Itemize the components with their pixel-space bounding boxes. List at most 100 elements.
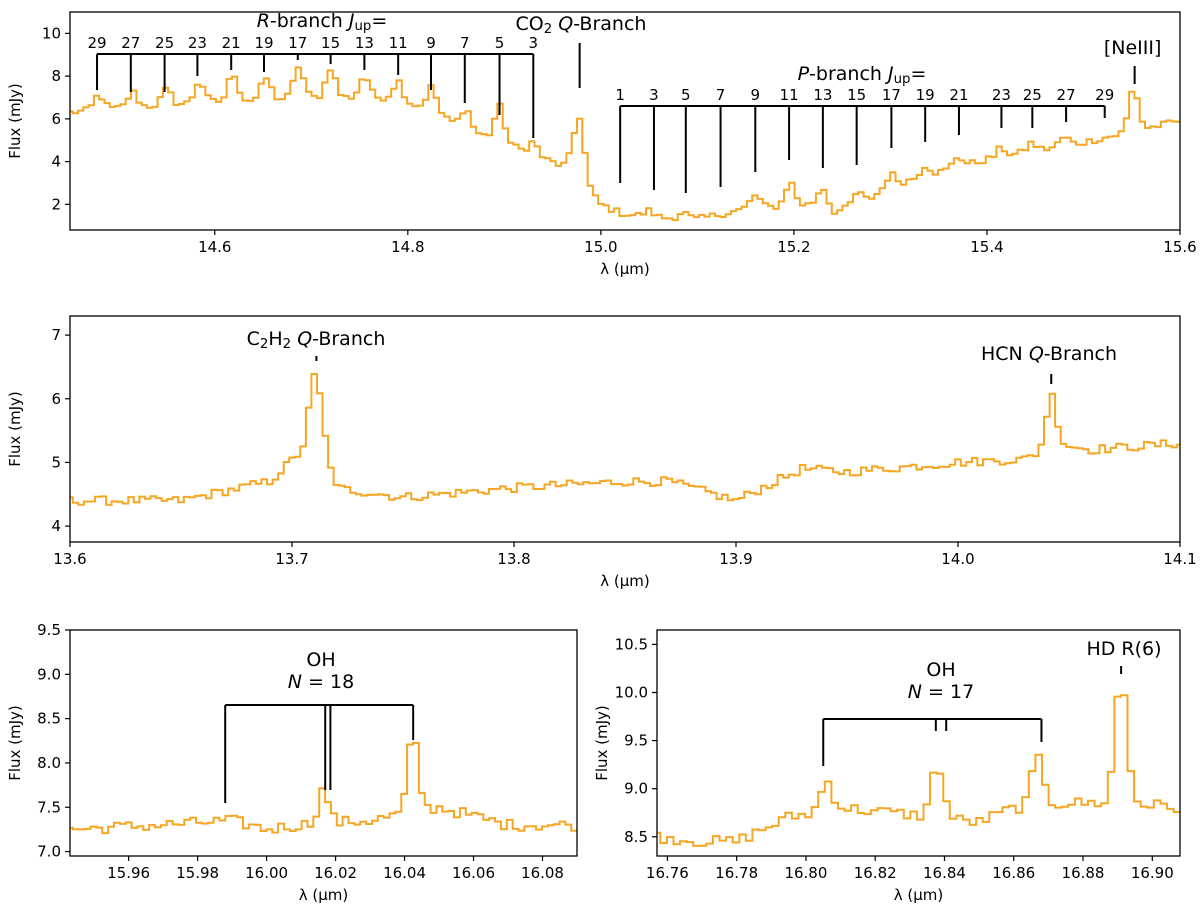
y-tick-label: 9.0 — [37, 665, 61, 683]
p-branch-j-label: 5 — [681, 86, 691, 104]
y-axis-label: Flux (mJy) — [6, 705, 24, 781]
y-tick-label: 5 — [51, 453, 61, 471]
y-axis-label: Flux (mJy) — [6, 391, 24, 467]
x-tick-label: 14.0 — [941, 550, 974, 568]
x-tick-label: 14.1 — [1163, 550, 1196, 568]
x-tick-label: 16.04 — [383, 864, 426, 882]
p-branch-title-part: = — [910, 63, 926, 85]
plot-frame — [69, 629, 578, 857]
x-tick-label: 13.9 — [719, 550, 752, 568]
x-tick-label: 16.82 — [854, 864, 897, 882]
y-tick-label: 7 — [51, 326, 61, 344]
r-branch-j-label: 23 — [188, 34, 207, 52]
oh-n-label-part: N — [288, 671, 302, 693]
x-axis-label: λ (μm) — [894, 886, 944, 904]
r-branch-title-part: -branch — [270, 10, 349, 32]
c2h2-q-branch-label: C2H2 Q-Branch — [247, 328, 386, 352]
c2h2-q-branch-label-part: C — [247, 328, 260, 350]
p-branch-title: P-branch Jup= — [798, 63, 927, 87]
r-branch-j-label: 9 — [426, 34, 436, 52]
co2-q-branch-label: CO2 Q-Branch — [516, 13, 647, 37]
y-tick-label: 8.0 — [37, 754, 61, 772]
p-branch-j-label: 19 — [916, 86, 935, 104]
y-tick-label: 9.0 — [624, 780, 648, 798]
oh-n-label: N = 18 — [288, 671, 354, 693]
x-tick-label: 15.96 — [107, 864, 150, 882]
y-tick-label: 2 — [51, 195, 61, 213]
r-branch-title: R-branch Jup= — [257, 10, 388, 34]
panel-middle: 13.6 13.7 13.8 13.9 14.0 14.1 4 5 6 7 λ (μm) Flux (… — [6, 315, 1197, 590]
y-axis-label: Flux (mJy) — [6, 83, 24, 159]
panel-bottom-left: 15.96 15.98 16.00 16.02 16.04 16.06 16.08 7.0 7.… — [6, 621, 578, 904]
x-tick-label: 16.90 — [1131, 864, 1174, 882]
p-branch-j-label: 7 — [716, 86, 726, 104]
x-tick-label: 15.2 — [777, 238, 810, 256]
y-tick-label: 7.5 — [37, 798, 61, 816]
c2h2-q-branch-label-part: -Branch — [312, 328, 385, 350]
r-branch-j-label: 7 — [460, 34, 470, 52]
y-tick-label: 10.0 — [615, 684, 648, 702]
r-branch-j-label: 17 — [288, 34, 307, 52]
c2h2-q-branch-label-part: H — [268, 328, 282, 350]
c2h2-q-branch-label-part: Q — [297, 328, 312, 350]
oh-n-label-part: = 18 — [302, 671, 354, 693]
x-tick-label: 13.8 — [497, 550, 530, 568]
x-tick-label: 16.84 — [923, 864, 966, 882]
oh-label: OH — [926, 659, 955, 681]
y-axis-label: Flux (mJy) — [593, 705, 611, 781]
p-branch-j-label: 25 — [1023, 86, 1042, 104]
r-branch-title-part: up — [354, 19, 371, 34]
r-branch-j-label: 3 — [529, 34, 539, 52]
panel-top: 14.6 14.8 15.0 15.2 15.4 15.6 2 4 6 8 10 λ (μm) Flux… — [6, 10, 1197, 278]
r-branch-j-label: 15 — [321, 34, 340, 52]
c2h2-q-branch-label-part: 2 — [260, 337, 268, 352]
p-branch-j-label: 23 — [992, 86, 1011, 104]
neiii-label: [NeIII] — [1104, 37, 1162, 59]
x-tick-label: 13.6 — [53, 550, 86, 568]
plot-frame — [69, 11, 1181, 231]
hcn-q-branch-label-part: Q — [1029, 343, 1044, 365]
r-branch-j-label: 11 — [389, 34, 408, 52]
x-tick-label: 15.4 — [970, 238, 1003, 256]
y-tick-label: 6 — [51, 110, 61, 128]
hcn-q-branch-label: HCN Q-Branch — [981, 343, 1117, 365]
p-branch-j-label: 1 — [615, 86, 625, 104]
hcn-q-branch-label-part: -Branch — [1044, 343, 1117, 365]
hcn-q-branch-label-part: HCN — [981, 343, 1029, 365]
y-tick-label: 8.5 — [624, 828, 648, 846]
x-tick-label: 16.78 — [715, 864, 758, 882]
x-axis-label: λ (μm) — [600, 572, 650, 590]
r-branch-j-label: 13 — [355, 34, 374, 52]
x-tick-label: 16.86 — [992, 864, 1035, 882]
y-tick-label: 10.5 — [615, 635, 648, 653]
y-tick-label: 6 — [51, 390, 61, 408]
spectrum-line — [657, 694, 1180, 847]
y-tick-label: 4 — [51, 153, 61, 171]
r-branch-j-label: 25 — [155, 34, 174, 52]
x-tick-label: 16.02 — [314, 864, 357, 882]
p-branch-j-label: 15 — [847, 86, 866, 104]
p-branch-title-part: P — [798, 63, 810, 85]
co2-q-branch-label-part: CO — [516, 13, 544, 35]
r-branch-title-part: = — [371, 10, 387, 32]
x-tick-label: 16.80 — [784, 864, 827, 882]
p-branch-j-label: 27 — [1057, 86, 1076, 104]
y-tick-label: 4 — [51, 517, 61, 535]
spectrum-line — [70, 742, 577, 835]
p-branch-title-part: J — [884, 63, 894, 85]
oh-n-label-part: = 17 — [922, 681, 974, 703]
x-tick-label: 16.88 — [1062, 864, 1105, 882]
co2-q-branch-label-part: Q — [558, 13, 573, 35]
c2h2-q-branch-label-part: 2 — [283, 337, 291, 352]
r-branch-j-label: 29 — [87, 34, 106, 52]
y-tick-label: 9.5 — [37, 621, 61, 639]
plot-frame — [656, 629, 1181, 857]
oh-n-label: N = 17 — [908, 681, 974, 703]
r-branch-title-part: R — [257, 10, 270, 32]
r-branch-title-part: J — [345, 10, 355, 32]
r-branch-j-label: 5 — [495, 34, 505, 52]
x-tick-label: 14.6 — [198, 238, 231, 256]
co2-q-branch-label-part: 2 — [544, 22, 552, 37]
p-branch-j-label: 13 — [813, 86, 832, 104]
